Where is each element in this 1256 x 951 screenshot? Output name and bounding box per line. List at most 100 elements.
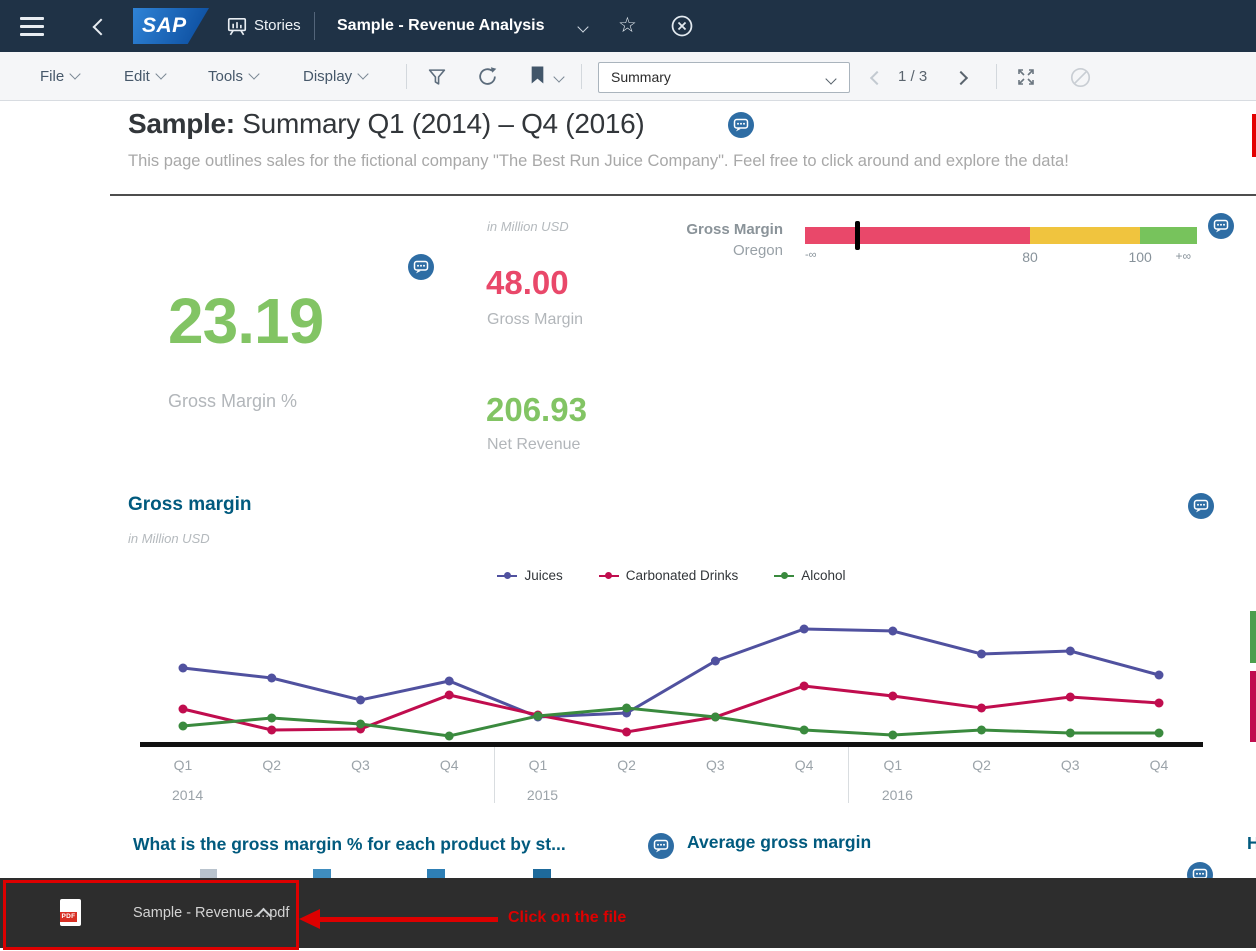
question-title-right: Average gross margin (687, 832, 872, 852)
back-icon[interactable] (92, 18, 110, 36)
comment-icon[interactable] (407, 253, 435, 281)
gauge-subtitle: Oregon (732, 242, 783, 259)
menu-edit[interactable]: Edit (124, 52, 167, 101)
chevron-down-icon (248, 68, 260, 80)
menu-edit-label: Edit (124, 68, 150, 85)
close-circle-icon[interactable] (671, 15, 693, 37)
chevron-down-icon (69, 68, 81, 80)
clipped-chart-fragment (1250, 671, 1256, 742)
previous-page-icon[interactable] (869, 70, 885, 86)
gauge-segment (1140, 227, 1197, 244)
gauge-segment (1030, 227, 1141, 244)
pdf-badge: PDF (60, 912, 77, 922)
chart-x-axis-labels: Q1 Q2 Q3 Q4 Q1 Q2 Q3 Q4 Q1 Q2 Q3 Q4 2014 2015 2016 (140, 747, 1203, 809)
menu-tools-label: Tools (208, 68, 244, 85)
bookmark-icon[interactable] (531, 66, 544, 84)
downloaded-file-name[interactable]: Sample - Revenue....pdf (133, 905, 290, 921)
annotation-highlight-box (3, 880, 299, 950)
chart-legend: Juices Carbonated Drinks Alcohol (140, 568, 1203, 583)
x-axis-year-label: 2015 (526, 787, 559, 803)
stories-icon (227, 18, 247, 36)
x-axis-quarter-label: Q4 (1149, 757, 1169, 773)
hamburger-menu-icon[interactable] (20, 17, 44, 36)
sap-logo-text: SAP (142, 14, 187, 37)
comment-icon[interactable] (727, 111, 755, 139)
filter-icon[interactable] (428, 68, 446, 86)
legend-item[interactable]: Alcohol (774, 568, 846, 583)
legend-marker-icon (774, 571, 795, 580)
page-title: Sample: Summary Q1 (2014) – Q4 (2016) (128, 108, 645, 140)
toolbar-separator (996, 64, 997, 89)
legend-label: Alcohol (801, 568, 846, 583)
gauge-tick-label: -∞ (805, 249, 817, 261)
x-axis-quarter-label: Q4 (439, 757, 459, 773)
menu-display[interactable]: Display (303, 52, 369, 101)
download-shelf: PDF Sample - Revenue....pdf (0, 878, 1256, 948)
toolbar: File Edit Tools Display Summary 1 / 3 (0, 52, 1256, 101)
toolbar-separator (581, 64, 582, 89)
chevron-down-icon (155, 68, 167, 80)
chevron-down-icon (357, 68, 369, 80)
annotation-fragment (1252, 114, 1256, 157)
gauge-tick-label: 100 (1128, 249, 1152, 265)
gauge-segment (805, 227, 1030, 244)
kpi-gross-margin-pct-label: Gross Margin % (168, 391, 298, 411)
chart-title: Gross margin (128, 494, 252, 515)
nav-section-label[interactable]: Stories (254, 17, 301, 34)
x-axis-year-label: 2016 (881, 787, 913, 803)
gauge-bar[interactable] (805, 221, 1197, 250)
menu-tools[interactable]: Tools (208, 52, 260, 101)
kpi-gross-margin-pct-value: 23.19 (168, 285, 324, 357)
x-axis-quarter-label: Q2 (972, 757, 991, 773)
legend-marker-icon (497, 571, 518, 580)
refresh-icon[interactable] (477, 66, 498, 87)
x-axis-year-divider (848, 747, 850, 803)
comment-icon[interactable] (1187, 492, 1215, 520)
x-axis-quarter-label: Q1 (883, 757, 903, 773)
comment-icon[interactable] (647, 832, 675, 860)
kpi-net-revenue-value: 206.93 (486, 391, 587, 428)
document-title-chevron-icon[interactable] (577, 21, 589, 33)
bookmark-chevron-icon[interactable] (553, 71, 565, 83)
gauge-labels: Gross Margin Oregon (640, 219, 783, 261)
disabled-action-icon[interactable] (1070, 67, 1091, 88)
pdf-file-icon[interactable]: PDF (60, 899, 81, 926)
gross-margin-line-chart[interactable] (140, 600, 1203, 750)
clipped-chart-fragment (1250, 611, 1256, 663)
x-axis-year-label: 2014 (172, 787, 204, 803)
menu-file[interactable]: File (40, 52, 81, 101)
fullscreen-icon[interactable] (1016, 67, 1036, 87)
gauge-tick-label: +∞ (1175, 249, 1192, 263)
gauge-marker (855, 221, 861, 250)
chart-x-axis-line (140, 742, 1203, 747)
toolbar-separator (406, 64, 407, 89)
chart-unit-note: in Million USD (128, 531, 210, 546)
x-axis-quarter-label: Q2 (617, 757, 636, 773)
gauge-title: Gross Margin (686, 221, 783, 238)
legend-item[interactable]: Carbonated Drinks (598, 568, 738, 583)
gauge-tick-label: 80 (1022, 249, 1038, 265)
sap-logo: SAP (133, 8, 209, 44)
x-axis-quarter-label: Q1 (173, 757, 193, 773)
pagination-label: 1 / 3 (898, 68, 928, 85)
page-title-bold: Sample: (128, 108, 235, 139)
document-title: Sample - Revenue Analysis (337, 17, 545, 34)
favorite-star-icon[interactable]: ☆ (618, 14, 637, 37)
menu-file-label: File (40, 68, 65, 85)
page-subtitle: This page outlines sales for the fiction… (128, 152, 1069, 170)
page-dropdown[interactable]: Summary (598, 62, 850, 93)
legend-marker-icon (598, 571, 619, 580)
x-axis-quarter-label: Q4 (794, 757, 814, 773)
x-axis-quarter-label: Q3 (706, 757, 725, 773)
x-axis-quarter-label: Q1 (528, 757, 548, 773)
next-page-icon[interactable] (953, 70, 969, 86)
annotation-arrow-icon (299, 909, 320, 929)
comment-icon[interactable] (1207, 212, 1235, 240)
topbar-separator (314, 12, 315, 40)
menu-display-label: Display (303, 68, 353, 85)
x-axis-year-divider (493, 747, 495, 803)
legend-label: Juices (524, 568, 563, 583)
legend-item[interactable]: Juices (497, 568, 563, 583)
annotation-text: Click on the file (508, 909, 627, 926)
